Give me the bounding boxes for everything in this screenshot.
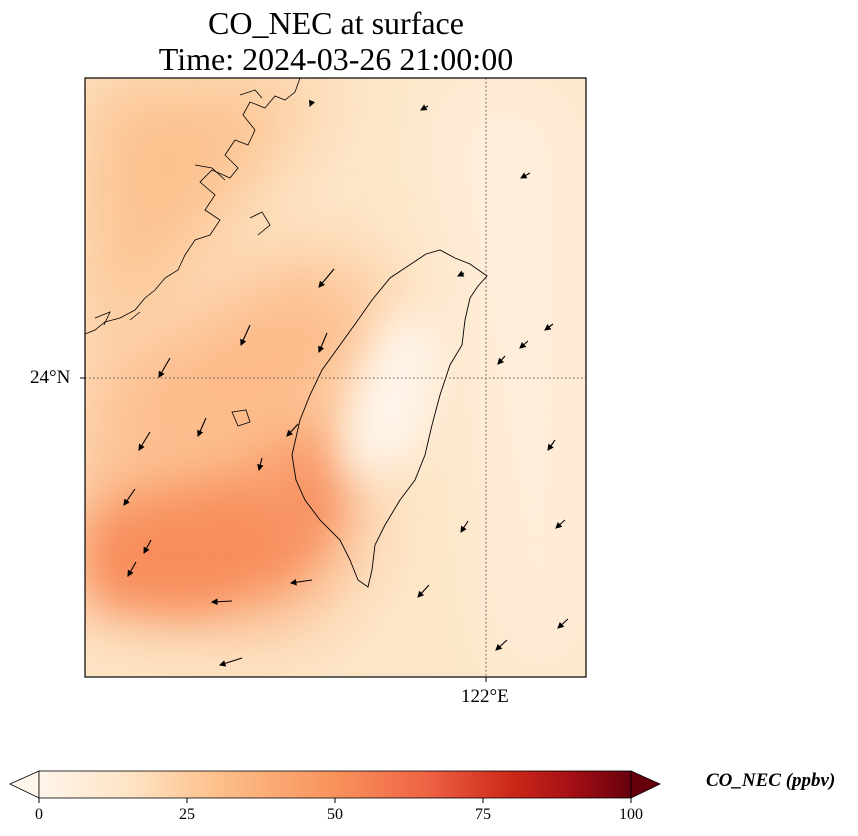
colorbar-tick-label: 75 [475,806,491,823]
mainland-coastline [84,77,301,335]
colorbar-tick-label: 25 [179,806,195,823]
colorbar-label: CO_NEC (ppbv) [706,770,836,791]
lon-tick-label: 122°E [461,686,509,707]
mainland-coastline-detail [94,89,271,427]
map-title-line1: CO_NEC at surface [208,5,464,41]
wind-vectors [123,99,569,667]
concentration-field [85,78,586,677]
lat-tick-label: 24°N [30,367,71,388]
colorbar-tick-label: 0 [35,806,43,823]
map-panel [80,77,587,682]
colorbar-tick-label: 100 [619,806,643,823]
colorbar-gradient [39,771,631,798]
map-title-line2: Time: 2024-03-26 21:00:00 [158,41,514,77]
colorbar-extend-low [9,770,40,799]
colorbar [9,770,661,803]
colorbar-extend-high [630,770,661,799]
colorbar-tick-label: 50 [327,806,343,823]
taiwan-coastline [291,249,488,588]
